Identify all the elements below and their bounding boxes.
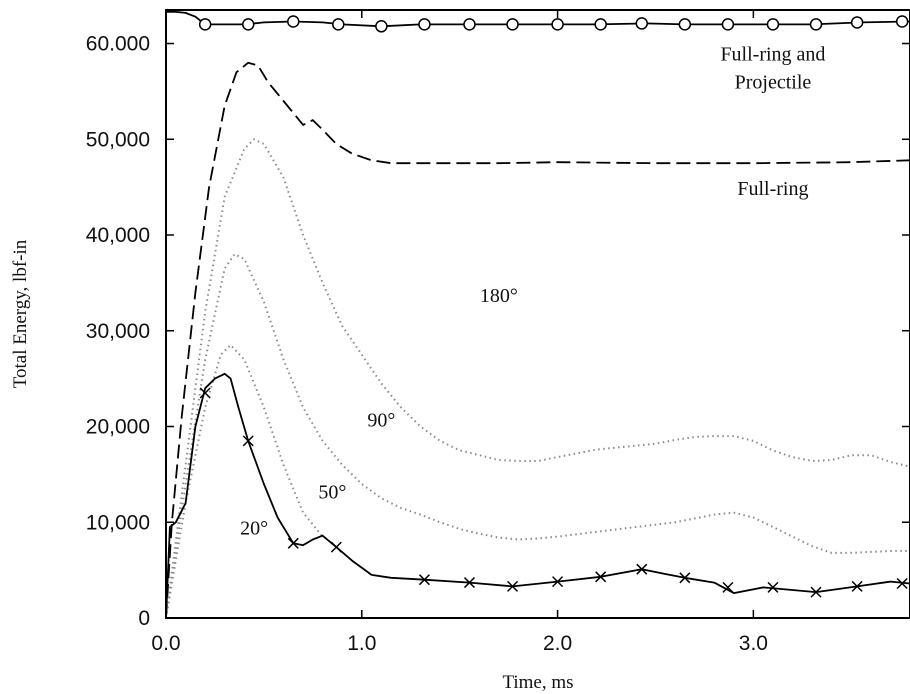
point-marker-full-ring-and-projectile: [721, 18, 735, 31]
series-line-90deg: [165, 253, 910, 619]
series-label-20deg: 20°: [240, 518, 268, 540]
point-marker-20deg: [595, 571, 607, 583]
point-marker-full-ring-and-projectile: [551, 18, 564, 31]
tick-layer: 0.0 1.0 2.0 3.0 0 10,000 20,000 30,000 40,000 50,…: [86, 10, 910, 655]
point-marker-20deg: [330, 541, 342, 553]
point-marker-20deg: [722, 581, 734, 593]
point-marker-20deg: [810, 586, 822, 598]
y-tick-label: 50,000: [86, 128, 150, 151]
point-marker-full-ring-and-projectile: [635, 17, 649, 30]
point-marker-full-ring-and-projectile: [375, 20, 388, 33]
series-label-90deg: 90°: [367, 410, 395, 432]
x-axis-title: Time, ms: [502, 672, 573, 693]
point-marker-full-ring-and-projectile: [241, 18, 255, 31]
point-marker-20deg: [767, 581, 779, 593]
series-layer: [165, 11, 910, 619]
y-tick-label: 10,000: [86, 511, 150, 534]
point-marker-20deg: [199, 387, 211, 399]
x-tick-label: 0.0: [151, 632, 180, 655]
point-marker-20deg: [287, 537, 299, 549]
x-tick-label: 2.0: [543, 632, 572, 655]
x-tick-label: 1.0: [347, 632, 376, 655]
y-tick-label: 20,000: [86, 416, 150, 439]
annotation-layer: Full-ring and Projectile Full-ring 180° 90° 5…: [240, 44, 825, 540]
point-marker-full-ring-and-projectile: [287, 15, 300, 28]
series-label-50deg: 50°: [318, 481, 346, 503]
point-marker-20deg: [896, 578, 908, 590]
y-tick-label: 60.000: [86, 33, 150, 56]
point-marker-full-ring-and-projectile: [463, 18, 476, 31]
series-line-20deg: [165, 372, 910, 619]
point-marker-full-ring-and-projectile: [594, 18, 607, 31]
x-tick-label: 3.0: [739, 632, 768, 655]
point-marker-20deg: [552, 576, 564, 588]
series-line-50deg: [165, 344, 324, 619]
point-marker-full-ring-and-projectile: [332, 18, 345, 31]
point-marker-full-ring-and-projectile: [850, 16, 864, 29]
point-marker-20deg: [418, 574, 430, 586]
point-marker-full-ring-and-projectile: [678, 18, 692, 31]
point-marker-20deg: [507, 580, 519, 592]
plot-frame: [165, 9, 910, 619]
series-label-full-ring: Full-ring: [737, 178, 808, 200]
point-marker-20deg: [463, 577, 476, 589]
series-line-full-ring-and-projectile: [166, 11, 910, 28]
series-label-full-ring-and: Full-ring and: [720, 44, 825, 66]
point-marker-full-ring-and-projectile: [198, 18, 212, 31]
point-marker-20deg: [851, 580, 863, 592]
y-tick-label: 0: [138, 607, 150, 630]
series-line-180deg: [165, 138, 910, 619]
point-marker-full-ring-and-projectile: [506, 18, 519, 31]
y-axis-title: Total Energy, lbf-in: [10, 239, 31, 388]
point-marker-full-ring-and-projectile: [418, 18, 431, 31]
marker-layer: [198, 15, 909, 598]
point-marker-20deg: [242, 435, 254, 447]
series-label-projectile: Projectile: [735, 72, 812, 94]
y-tick-label: 30,000: [86, 320, 150, 343]
series-line-full-ring: [165, 61, 910, 619]
point-marker-full-ring-and-projectile: [809, 18, 823, 31]
y-tick-label: 40,000: [86, 224, 150, 247]
point-marker-full-ring-and-projectile: [895, 15, 909, 28]
point-marker-20deg: [679, 572, 691, 584]
series-label-180deg: 180°: [480, 285, 518, 307]
point-marker-full-ring-and-projectile: [766, 18, 780, 31]
point-marker-20deg: [636, 563, 648, 575]
